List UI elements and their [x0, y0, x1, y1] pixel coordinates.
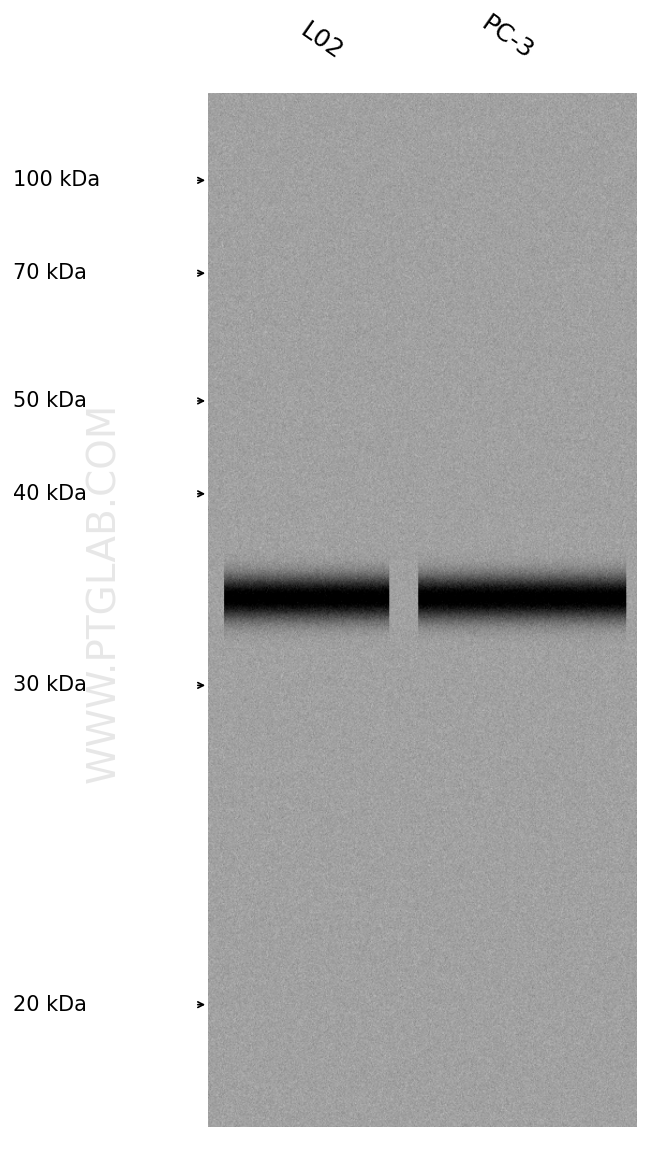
Text: 50 kDa: 50 kDa: [13, 391, 87, 411]
Text: WWW.PTGLAB.COM: WWW.PTGLAB.COM: [85, 402, 123, 782]
Text: PC-3: PC-3: [476, 12, 538, 65]
Text: 100 kDa: 100 kDa: [13, 170, 100, 190]
Text: L02: L02: [296, 19, 347, 65]
Text: 30 kDa: 30 kDa: [13, 676, 87, 696]
Text: 70 kDa: 70 kDa: [13, 263, 87, 283]
Text: 40 kDa: 40 kDa: [13, 483, 87, 504]
Text: 20 kDa: 20 kDa: [13, 995, 87, 1015]
